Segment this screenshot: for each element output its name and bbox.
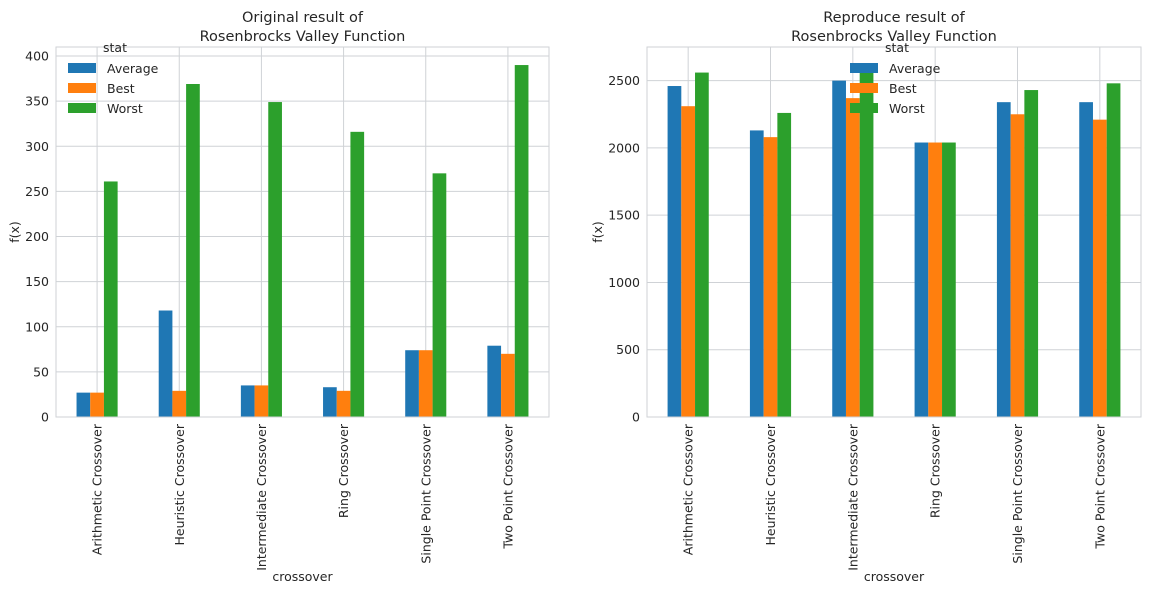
x-tick-label: Two Point Crossover <box>1092 423 1107 549</box>
bar-average <box>487 345 502 417</box>
y-tick-label: 500 <box>616 342 640 357</box>
y-tick-label: 300 <box>25 139 49 154</box>
bar-worst <box>350 131 365 417</box>
bar-average <box>323 387 337 417</box>
chart-reproduce: 0 500 1000 1500 2000 2500 Arithmetic Crossover… <box>590 10 1142 584</box>
plot-frame <box>55 46 550 418</box>
bar-worst <box>103 181 118 417</box>
legend-title: stat <box>885 40 909 55</box>
bar-worst <box>942 142 956 417</box>
x-axis-label: crossover <box>272 569 333 584</box>
bar-best <box>501 353 515 417</box>
x-axis-label: crossover <box>864 569 925 584</box>
bar-worst <box>432 173 447 417</box>
x-tick-label: Intermediate Crossover <box>254 423 269 571</box>
legend-swatch-worst <box>850 103 878 113</box>
bar-worst <box>695 72 709 418</box>
y-tick-label: 50 <box>33 364 49 379</box>
chart-title-line: Rosenbrocks Valley Function <box>791 29 997 45</box>
bar-best <box>336 390 351 417</box>
bar-best <box>172 390 187 417</box>
legend-label-average: Average <box>889 61 941 76</box>
bar-average <box>158 310 173 417</box>
y-tick-label: 1500 <box>608 208 640 223</box>
legend-title: stat <box>103 40 127 55</box>
y-tick-label: 250 <box>25 184 49 199</box>
y-tick-label: 2500 <box>608 73 640 88</box>
legend-swatch-average <box>68 63 96 73</box>
x-tick-label: Intermediate Crossover <box>845 423 860 571</box>
bar-average <box>667 86 682 417</box>
y-tick-label: 100 <box>25 319 49 334</box>
chart-title-line: Reproduce result of <box>823 10 965 26</box>
chart-title: Reproduce result of Rosenbrocks Valley Fu… <box>791 10 997 45</box>
bar-worst <box>859 65 874 417</box>
bar-best <box>845 98 860 418</box>
y-tick-label: 200 <box>25 229 49 244</box>
chart-title-line: Rosenbrocks Valley Function <box>200 29 406 45</box>
bar-average <box>996 102 1011 417</box>
y-axis-label: f(x) <box>7 221 22 243</box>
bar-best <box>418 350 433 417</box>
legend-label-worst: Worst <box>107 101 143 116</box>
chart-title: Original result of Rosenbrocks Valley Fun… <box>200 10 406 45</box>
x-tick-label: Ring Crossover <box>336 423 351 518</box>
legend: stat Average Best Worst <box>850 40 941 116</box>
bar-average <box>749 130 764 417</box>
y-tick-label: 150 <box>25 274 49 289</box>
y-axis-label: f(x) <box>590 221 605 243</box>
y-tick-label: 2000 <box>608 140 640 155</box>
y-tick-label: 0 <box>632 410 640 425</box>
bar-worst <box>268 102 282 418</box>
x-tick-label: Heuristic Crossover <box>763 423 778 545</box>
bar-average <box>1079 102 1093 417</box>
x-tick-label: Heuristic Crossover <box>172 423 187 545</box>
plot-frame <box>646 46 1142 418</box>
legend-swatch-average <box>850 63 878 73</box>
bar-worst <box>1106 83 1121 417</box>
plot-area <box>647 47 1141 417</box>
legend-swatch-best <box>850 83 878 93</box>
legend-label-average: Average <box>107 61 159 76</box>
legend-label-worst: Worst <box>889 101 925 116</box>
legend-swatch-best <box>68 83 96 93</box>
bar-best <box>763 137 778 418</box>
legend: stat Average Best Worst <box>68 40 159 116</box>
x-tick-label: Arithmetic Crossover <box>681 423 696 555</box>
legend-label-best: Best <box>107 81 135 96</box>
bar-best <box>1092 119 1107 418</box>
bar-average <box>240 385 255 417</box>
bar-best <box>254 385 269 417</box>
bar-best <box>90 392 104 417</box>
x-tick-label: Ring Crossover <box>928 423 943 518</box>
x-tick-label: Two Point Crossover <box>500 423 515 549</box>
bar-average <box>76 392 91 417</box>
y-tick-label: 1000 <box>608 275 640 290</box>
legend-swatch-worst <box>68 103 96 113</box>
y-tick-label: 0 <box>41 410 49 425</box>
chart-original: 0 50 100 150 200 250 300 350 400 Arithmetic Cross… <box>7 10 550 584</box>
bar-best <box>928 142 943 417</box>
x-tick-label: Arithmetic Crossover <box>90 423 105 555</box>
bar-best <box>1010 114 1025 417</box>
bar-best <box>681 106 696 417</box>
bar-average <box>405 350 419 417</box>
bar-average <box>832 80 846 418</box>
x-tick-label: Single Point Crossover <box>418 423 433 563</box>
bar-average <box>914 142 929 417</box>
plot-area <box>56 47 549 417</box>
bar-worst <box>777 112 792 417</box>
chart-title-line: Original result of <box>242 10 364 26</box>
y-tick-label: 400 <box>25 49 49 64</box>
bar-worst <box>1024 90 1039 418</box>
bar-worst <box>186 84 200 417</box>
legend-label-best: Best <box>889 81 917 96</box>
y-tick-label: 350 <box>25 94 49 109</box>
bar-worst <box>514 65 529 418</box>
x-tick-label: Single Point Crossover <box>1010 423 1025 563</box>
